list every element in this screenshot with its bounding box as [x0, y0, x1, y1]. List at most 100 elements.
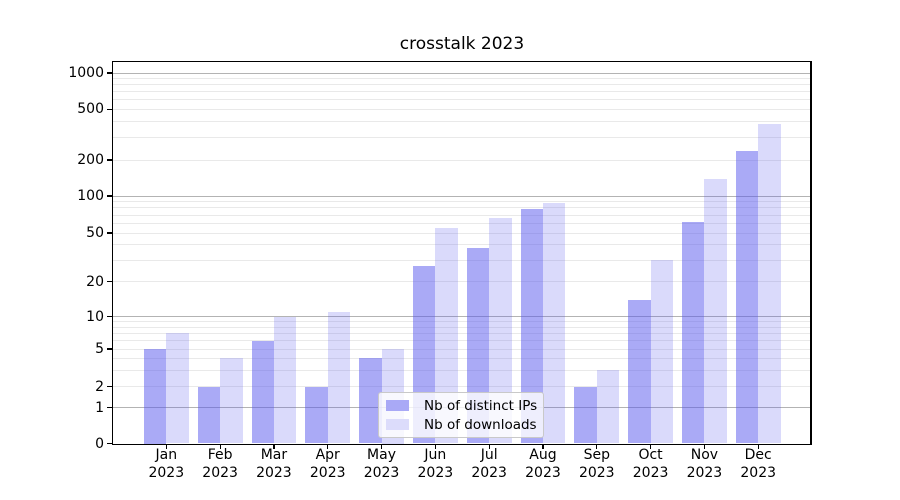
gridline-y-40: [113, 244, 811, 246]
legend: Nb of distinct IPs Nb of downloads: [378, 392, 544, 438]
bar-downloads-dec: [758, 124, 781, 444]
gridline-y-50: [113, 232, 811, 234]
gridline-y-3: [113, 369, 811, 371]
x-tick-label-dec: Dec 2023: [740, 447, 777, 481]
y-tick-500: [107, 108, 112, 110]
x-tick-label-sep: Sep 2023: [578, 447, 615, 481]
bar-downloads-oct: [650, 260, 673, 444]
x-tick-jan: [165, 444, 167, 450]
x-tick-label-oct: Oct 2023: [632, 447, 669, 481]
x-tick-jun: [434, 444, 436, 450]
x-tick-label-aug: Aug 2023: [525, 447, 561, 481]
x-tick-label-apr: Apr 2023: [309, 447, 346, 481]
gridline-y-100: [113, 195, 811, 197]
gridline-y-70: [113, 214, 811, 216]
x-tick-apr: [327, 444, 329, 450]
x-tick-nov: [703, 444, 705, 450]
y-tick-label-500: 500: [77, 101, 104, 118]
gridline-y-200: [113, 159, 811, 161]
x-tick-oct: [649, 444, 652, 450]
bar-downloads-mar: [273, 316, 297, 444]
y-tick-50: [107, 232, 112, 234]
y-tick-label-1: 1: [95, 399, 104, 416]
bar-distinct-ips-mar: [251, 340, 274, 444]
legend-swatch-distinct-ips: [386, 400, 409, 411]
x-tick-mar: [273, 444, 275, 450]
x-tick-aug: [542, 444, 544, 450]
y-tick-200: [107, 159, 112, 161]
y-tick-1000: [107, 72, 112, 74]
gridline-y-9: [113, 321, 811, 323]
y-tick-20: [107, 280, 112, 283]
gridline-y-300: [113, 137, 811, 139]
bar-downloads-aug: [542, 202, 566, 444]
y-tick-label-100: 100: [77, 188, 104, 204]
y-tick-label-2: 2: [95, 378, 104, 395]
y-tick-label-5: 5: [95, 341, 104, 357]
gridline-y-900: [113, 78, 811, 80]
gridline-y-10: [113, 316, 811, 318]
bar-downloads-nov: [704, 178, 727, 444]
bar-distinct-ips-apr: [305, 386, 328, 444]
bar-downloads-feb: [220, 358, 243, 444]
bar-distinct-ips-jan: [143, 349, 167, 444]
y-tick-100: [107, 195, 112, 197]
bar-downloads-jan: [166, 333, 189, 444]
gridline-y-30: [113, 259, 811, 261]
bar-distinct-ips-sep: [574, 386, 597, 444]
plot-spine-right: [810, 61, 812, 445]
y-tick-label-20: 20: [86, 273, 104, 290]
x-tick-label-jan: Jan 2023: [148, 447, 185, 481]
bar-downloads-apr: [327, 311, 351, 444]
legend-row-distinct-ips: Nb of distinct IPs: [386, 397, 537, 414]
gridline-y-500: [113, 108, 811, 110]
chart-title: crosstalk 2023: [399, 34, 525, 54]
x-tick-feb: [219, 444, 221, 450]
gridline-y-8: [113, 326, 811, 328]
gridline-y-60: [113, 222, 811, 224]
bar-downloads-jun: [435, 227, 458, 444]
bar-distinct-ips-dec: [735, 151, 759, 444]
bar-distinct-ips-oct: [628, 299, 651, 444]
y-tick-5: [107, 348, 112, 350]
gridline-y-600: [113, 99, 811, 101]
legend-swatch-downloads: [386, 419, 409, 430]
x-tick-label-jun: Jun 2023: [417, 447, 454, 481]
y-tick-10: [107, 316, 112, 318]
y-tick-1: [107, 407, 112, 409]
x-tick-may: [380, 444, 383, 450]
gridline-y-20: [113, 281, 811, 282]
y-tick-label-10: 10: [86, 308, 104, 325]
gridline-y-1000: [113, 72, 811, 74]
gridline-y-2: [113, 386, 811, 388]
y-tick-label-0: 0: [95, 435, 104, 452]
bar-distinct-ips-feb: [197, 386, 221, 444]
gridline-y-700: [113, 91, 811, 93]
gridline-y-5: [113, 348, 811, 350]
gridline-y-6: [113, 340, 811, 341]
x-tick-label-nov: Nov 2023: [686, 447, 723, 481]
plot-spine-left: [111, 61, 114, 445]
legend-label-distinct-ips: Nb of distinct IPs: [424, 397, 538, 414]
legend-label-downloads: Nb of downloads: [424, 416, 537, 433]
gridline-y-80: [113, 207, 811, 209]
y-tick-0: [107, 442, 112, 445]
bar-downloads-jul: [489, 218, 512, 444]
plot-spine-top: [111, 61, 812, 63]
bar-distinct-ips-nov: [682, 221, 705, 444]
x-tick-label-may: May 2023: [363, 447, 400, 481]
x-tick-sep: [596, 444, 598, 450]
gridline-y-7: [113, 332, 811, 334]
bar-distinct-ips-may: [359, 358, 382, 444]
y-tick-2: [107, 386, 112, 388]
bar-downloads-sep: [596, 370, 620, 444]
y-tick-label-200: 200: [77, 152, 104, 168]
x-tick-label-mar: Mar 2023: [256, 447, 292, 481]
gridline-y-800: [113, 84, 811, 86]
y-tick-label-50: 50: [86, 225, 104, 241]
gridline-y-4: [113, 357, 811, 359]
x-tick-jul: [488, 444, 490, 450]
y-tick-label-1000: 1000: [68, 65, 104, 81]
x-tick-label-jul: Jul 2023: [471, 447, 507, 481]
